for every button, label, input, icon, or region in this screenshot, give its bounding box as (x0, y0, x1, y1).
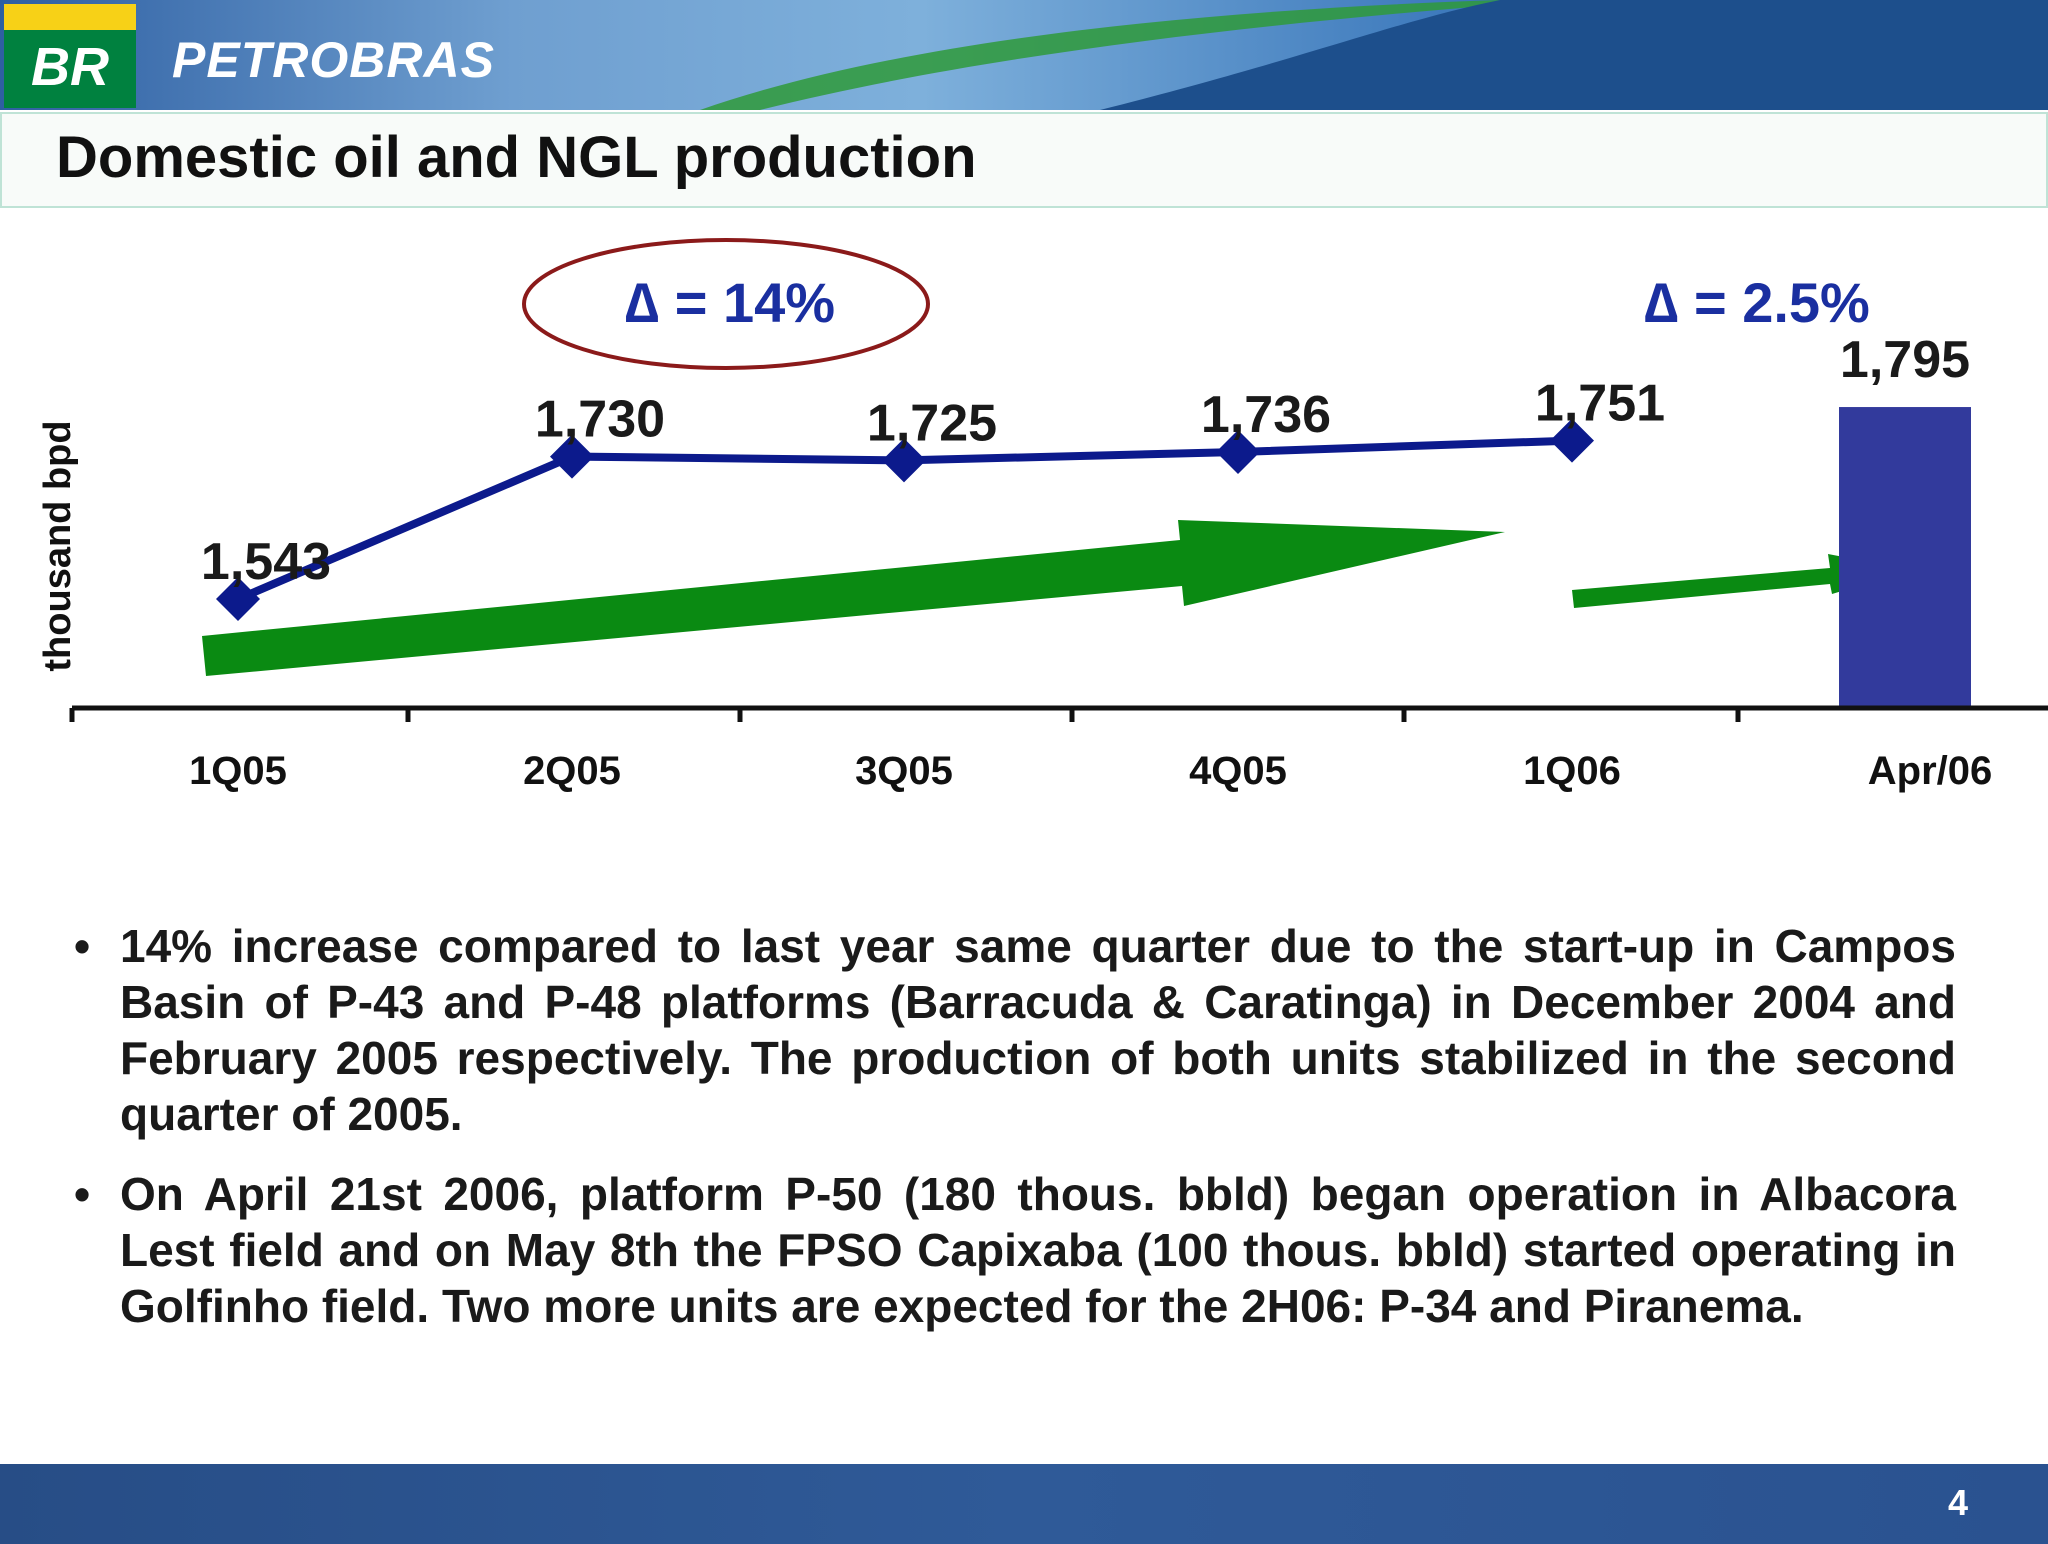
delta-label-2: ∆ = 2.5% (1644, 271, 1870, 334)
data-point-3Q05 (882, 438, 926, 483)
bullet-item-2: • On April 21st 2006, platform P-50 (180… (70, 1166, 1956, 1334)
growth-arrow-2 (1572, 554, 1912, 608)
logo-text: BR (31, 37, 109, 97)
page-title: Domestic oil and NGL production (56, 125, 977, 190)
data-label: 1,736 (1201, 386, 1331, 444)
data-label: 1,725 (867, 394, 997, 452)
growth-arrow-1 (202, 520, 1505, 676)
chart-marks: 1,795 1Q05 2Q05 3Q05 4Q05 1Q06 Apr/06 1,543 1,73… (69, 331, 2048, 793)
x-tick-label: 4Q05 (1189, 749, 1287, 793)
x-tick-label: 1Q06 (1523, 749, 1621, 793)
bar-Apr/06 (1839, 407, 1971, 708)
header-banner: BR PETROBRAS (0, 0, 2048, 110)
logo-yellow-stripe (4, 4, 136, 30)
data-point-2Q05 (550, 434, 594, 479)
bullet-dot: • (74, 920, 91, 972)
header-swoosh (700, 0, 2048, 110)
bullet-dot: • (74, 1168, 91, 1220)
data-label: 1,543 (201, 533, 331, 591)
x-tick-label: 1Q05 (189, 749, 287, 793)
bullet-list: • 14% increase compared to last year sam… (70, 918, 1956, 1358)
data-point-1Q06 (1550, 418, 1594, 463)
y-axis-title: thousand bpd (37, 420, 79, 671)
data-label: 1,730 (535, 391, 665, 449)
delta-label-1: ∆ = 14% (625, 271, 835, 334)
bar-data-label: 1,795 (1840, 331, 1970, 389)
highlight-ellipse (522, 238, 930, 370)
bullet-text: 14% increase compared to last year same … (120, 920, 1956, 1140)
x-tick-label: Apr/06 (1868, 749, 1993, 793)
bullet-text: On April 21st 2006, platform P-50 (180 t… (120, 1168, 1956, 1332)
data-label: 1,751 (1535, 375, 1665, 433)
x-tick-label: 2Q05 (523, 749, 621, 793)
data-point-1Q05 (216, 577, 260, 622)
footer-bar: 4 (0, 1464, 2048, 1544)
brand-name: PETROBRAS (172, 32, 495, 88)
chart-annotations: ∆ = 14% ∆ = 2.5% (202, 238, 1912, 676)
bullet-item-1: • 14% increase compared to last year sam… (70, 918, 1956, 1142)
x-tick-label: 3Q05 (855, 749, 953, 793)
title-bar (0, 112, 2048, 208)
petrobras-logo: BR (4, 4, 136, 108)
production-chart: ∆ = 14% ∆ = 2.5% thousand bpd 1,795 1Q05 2… (37, 238, 2048, 793)
data-point-4Q05 (1216, 430, 1260, 474)
page-number: 4 (1947, 1482, 1968, 1523)
